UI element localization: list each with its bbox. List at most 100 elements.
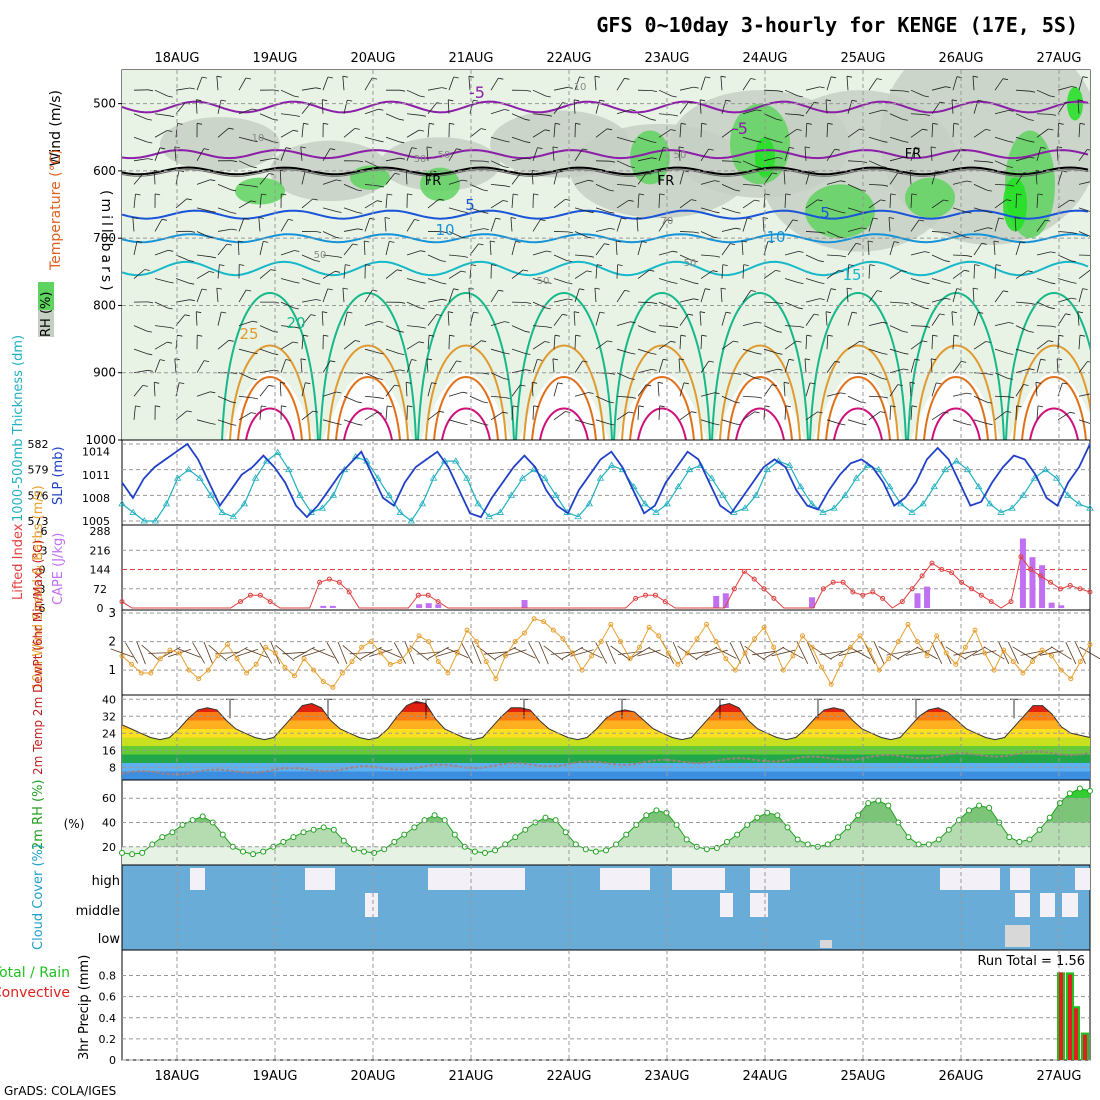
wind-barb <box>952 123 955 138</box>
surface-wind-barb <box>427 646 449 660</box>
wind-barb-flag <box>881 378 887 380</box>
lifted-index-point <box>949 570 955 576</box>
wind-speed-point <box>292 673 297 679</box>
wind-barb <box>1078 123 1081 138</box>
wind-barb <box>952 180 967 185</box>
rh2m-point <box>492 847 499 854</box>
ylabel-rh-text: RH (%) <box>39 292 54 337</box>
wind-barb <box>994 183 1010 186</box>
date-label-top: 26AUG <box>938 51 983 66</box>
precip-frame <box>121 949 1091 1061</box>
wind-barb-flag <box>261 405 267 408</box>
wind-speed-point <box>1049 653 1055 659</box>
thickness-point <box>118 500 126 507</box>
wind-barb-flag <box>1069 199 1075 202</box>
wind-barb <box>679 123 682 138</box>
lifted-index-point <box>415 592 421 598</box>
wind-barb-flag <box>923 95 929 98</box>
lifted-index-point <box>988 599 994 605</box>
thickness-point <box>407 517 415 524</box>
wind-barb <box>658 219 667 232</box>
thickness-point <box>318 504 326 511</box>
lifted-index-point <box>1048 579 1053 585</box>
wind-barb <box>679 170 685 185</box>
wind-barb <box>805 313 815 326</box>
dry-tongue <box>421 372 511 440</box>
wind-barb-flag <box>303 334 309 337</box>
cape-bar <box>1019 538 1026 608</box>
wind-barb-flag <box>1093 256 1098 257</box>
contour-label: 25 <box>239 325 258 343</box>
wind-speed-point <box>244 670 250 676</box>
wind-barb-flag <box>630 352 636 355</box>
wind-barb <box>448 391 463 397</box>
wind-barb-flag <box>1002 78 1009 81</box>
wind-barb-flag <box>147 89 154 92</box>
dry-tongue <box>1009 373 1090 440</box>
wind-barb <box>994 322 1009 327</box>
wind-barb-flag <box>861 423 867 426</box>
wind-barb <box>973 207 988 213</box>
wind-barb-flag <box>943 411 949 414</box>
wind-barb <box>175 299 190 303</box>
wind-barb <box>846 288 849 303</box>
wind-barb-flag <box>567 298 573 301</box>
wind-barb <box>846 76 849 91</box>
wind-barb <box>1036 340 1049 350</box>
thickness-point <box>474 500 482 507</box>
lifted-index-point <box>1038 573 1044 579</box>
rh2m-point <box>966 807 972 814</box>
wind-barb <box>637 384 647 397</box>
wind-barb <box>784 405 787 420</box>
rh2m-point <box>875 797 882 804</box>
dry-tongue <box>911 372 1001 440</box>
surface-wind-barb <box>1012 646 1034 660</box>
wind-barb-flag <box>783 381 790 384</box>
wind-barb <box>1078 231 1090 237</box>
wind-barb-flag <box>159 359 165 361</box>
wind-barb-flag <box>273 89 280 92</box>
wind-barb <box>511 136 526 143</box>
wind-barb <box>658 193 660 208</box>
wind-barb <box>532 301 546 309</box>
wind-barb-flag <box>851 311 858 314</box>
wind-barb <box>364 108 379 115</box>
precip-tick-label: 0.4 <box>99 1012 117 1025</box>
wind-barb-flag <box>636 217 642 219</box>
wind-speed-point <box>224 641 230 647</box>
wind-barb <box>889 113 903 120</box>
wind-barb <box>1078 207 1090 212</box>
wind-barb <box>175 254 190 261</box>
wind-barb <box>763 136 778 142</box>
wind-barb <box>133 193 136 208</box>
wind-barb-flag <box>462 391 468 394</box>
wind-barb <box>447 99 450 114</box>
wind-speed-point <box>483 659 489 665</box>
wind-barb <box>364 372 378 379</box>
wind-barb <box>364 183 379 187</box>
wind-barb <box>343 128 356 138</box>
thickness-point <box>518 474 527 481</box>
wind-barb-flag <box>714 180 720 182</box>
wind-barb <box>637 325 651 332</box>
wind-barb <box>469 183 483 191</box>
wind-barb-flag <box>525 90 532 92</box>
contour-label: -5 <box>469 83 485 102</box>
wind-barb-flag <box>945 298 951 300</box>
wind-barb-flag <box>767 241 773 243</box>
isotherm-10 <box>122 233 1089 244</box>
date-label-bottom: 22AUG <box>546 1069 591 1084</box>
wind-barb <box>469 207 484 213</box>
cloud-high-block <box>700 868 725 890</box>
warm-contour <box>433 376 499 440</box>
rh2m-point <box>784 824 791 831</box>
warm-contour <box>809 292 907 440</box>
wind-speed-point <box>857 633 863 639</box>
thickness-point <box>1019 491 1027 498</box>
chart-title: GFS 0~10day 3-hourly for KENGE (17E, 5S) <box>596 13 1078 37</box>
surface-wind-barb <box>637 649 661 657</box>
surface-wind-barb <box>628 646 651 660</box>
wind-barb <box>847 243 857 256</box>
wind-barb-flag <box>201 288 207 291</box>
